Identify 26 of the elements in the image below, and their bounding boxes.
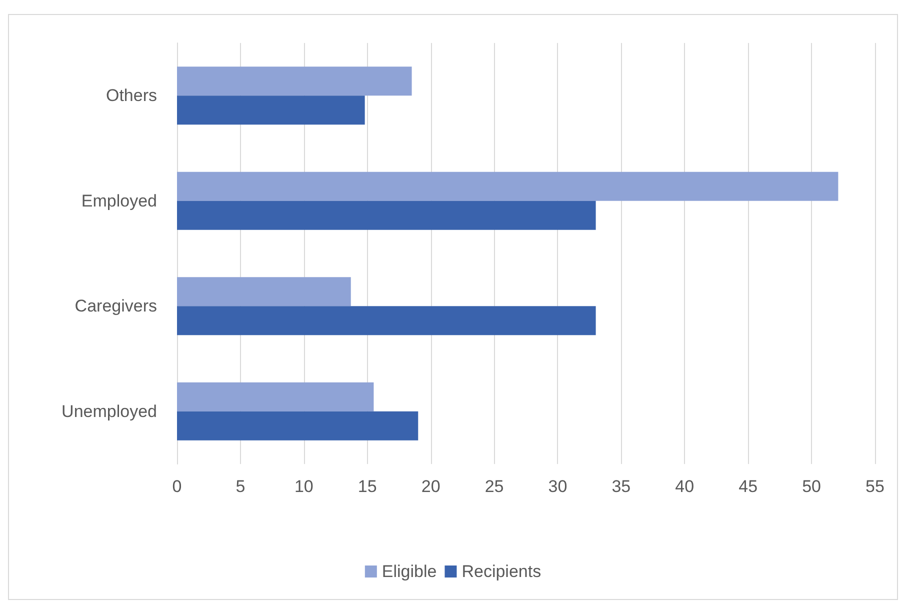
legend-label: Recipients: [462, 562, 542, 581]
y-tick-label: Others: [106, 86, 157, 106]
y-tick-label: Caregivers: [74, 296, 157, 316]
x-tick-label: 40: [675, 477, 694, 496]
x-tick-label: 35: [612, 477, 631, 496]
bar: [177, 96, 365, 125]
x-tick-label: 20: [421, 477, 440, 496]
bar: [177, 306, 596, 336]
bar: [177, 66, 412, 96]
x-tick-label: 55: [866, 477, 884, 496]
bar: [177, 277, 351, 306]
x-tick-label: 45: [738, 477, 758, 496]
legend-label: Eligible: [382, 562, 437, 581]
x-tick-label: 30: [548, 477, 568, 496]
y-tick-label: Unemployed: [62, 402, 157, 421]
bar: [177, 172, 838, 201]
y-tick-label: Employed: [81, 191, 157, 210]
x-tick-label: 50: [802, 477, 822, 496]
x-tick-label: 25: [484, 477, 504, 496]
bar: [177, 382, 374, 412]
bar: [177, 200, 596, 230]
x-tick-label: 10: [294, 477, 314, 496]
bar: [177, 411, 418, 440]
x-tick-label: 0: [172, 477, 182, 496]
x-tick-label: 5: [236, 477, 246, 496]
x-tick-label: 15: [358, 477, 377, 496]
